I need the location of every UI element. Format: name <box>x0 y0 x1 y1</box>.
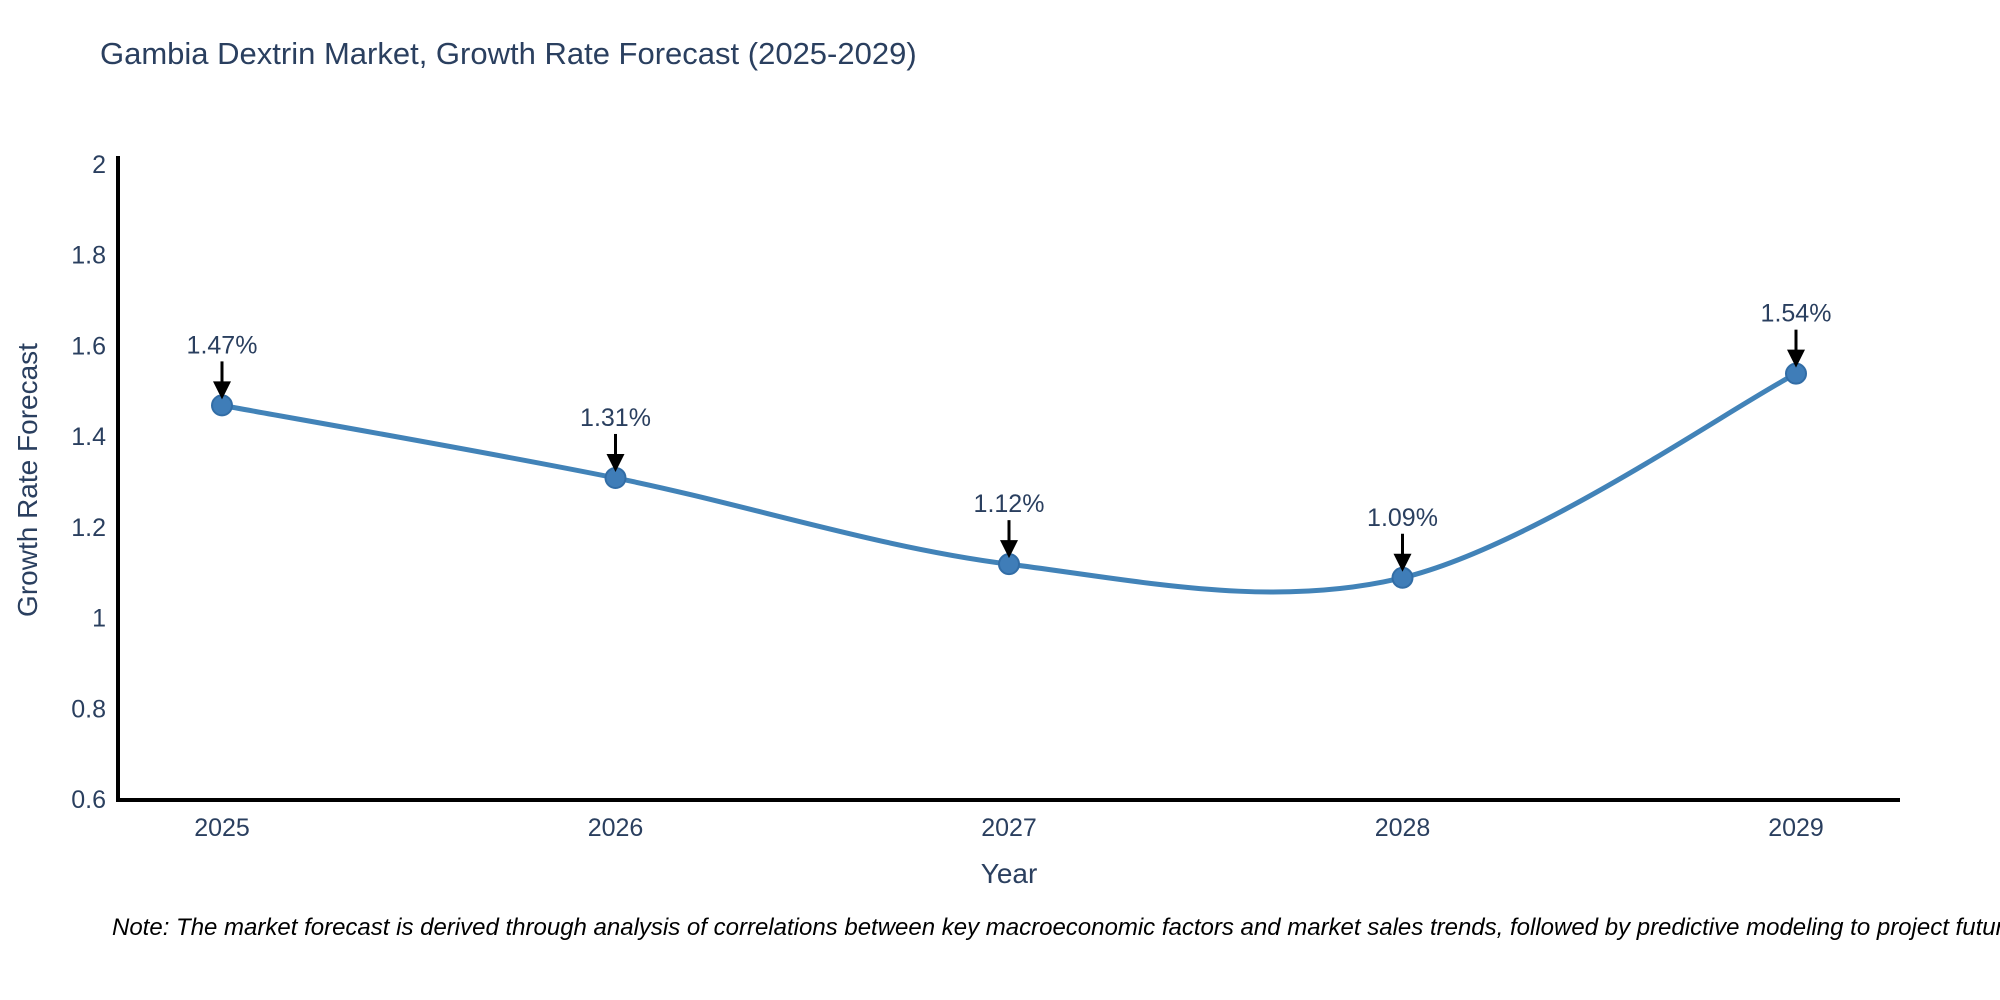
annotation-arrowhead <box>1000 540 1018 559</box>
chart-title: Gambia Dextrin Market, Growth Rate Forec… <box>100 36 917 71</box>
annotation-label: 1.09% <box>1367 504 1438 532</box>
annotation-arrowhead <box>213 381 231 400</box>
x-tick-label: 2025 <box>194 814 250 842</box>
annotation-arrowhead <box>1393 553 1412 572</box>
x-tick-label: 2026 <box>588 814 644 842</box>
y-tick-label: 1.8 <box>71 242 106 270</box>
x-tick-label: 2029 <box>1768 814 1824 842</box>
annotation-label: 1.54% <box>1761 300 1832 328</box>
y-tick-label: 0.8 <box>71 695 106 723</box>
y-tick-label: 2 <box>92 151 106 179</box>
y-tick-label: 1.2 <box>71 514 106 542</box>
annotation-arrowhead <box>606 453 625 472</box>
y-tick-label: 1.4 <box>71 423 106 451</box>
annotation-label: 1.12% <box>974 490 1045 518</box>
annotation-arrowhead <box>1787 349 1805 368</box>
y-tick-label: 1.6 <box>71 332 106 360</box>
x-axis-title: Year <box>980 858 1038 889</box>
annotation-label: 1.31% <box>580 404 651 432</box>
y-tick-label: 0.6 <box>71 786 106 814</box>
x-tick-label: 2027 <box>981 814 1037 842</box>
y-tick-label: 1 <box>92 605 106 633</box>
x-tick-label: 2028 <box>1375 814 1431 842</box>
annotation-label: 1.47% <box>187 331 258 359</box>
footnote: Note: The market forecast is derived thr… <box>112 914 2000 941</box>
